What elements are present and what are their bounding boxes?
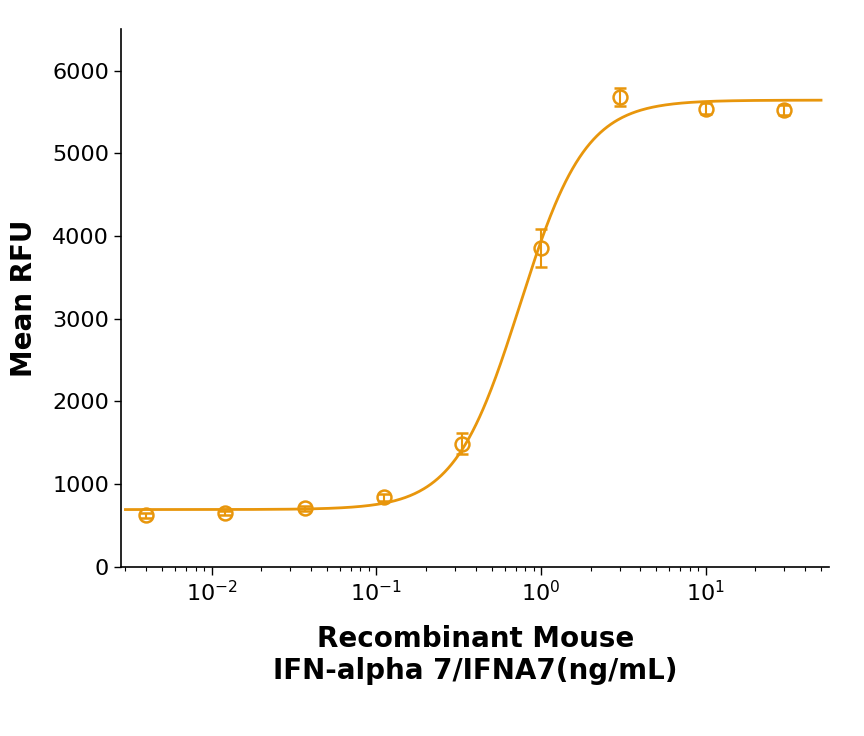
X-axis label: Recombinant Mouse
IFN-alpha 7/IFNA7(ng/mL): Recombinant Mouse IFN-alpha 7/IFNA7(ng/m… [273, 625, 677, 685]
Y-axis label: Mean RFU: Mean RFU [10, 219, 38, 377]
